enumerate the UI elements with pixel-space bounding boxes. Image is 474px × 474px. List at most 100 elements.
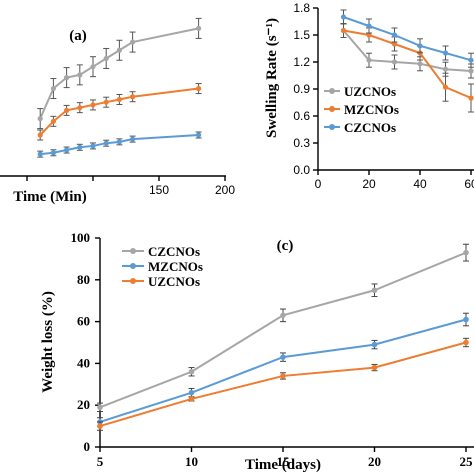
panel-b-legend-label: CZCNOs	[344, 120, 396, 135]
panel-b-data-point	[340, 14, 347, 20]
panel-a-data-point	[196, 85, 202, 92]
panel-a-data-point	[103, 99, 109, 105]
panel-a-x-axis-label: Time (Min)	[13, 189, 86, 205]
panel-b-data-point	[442, 50, 449, 56]
panel-c-y-axis-label: Weight loss (%)	[40, 291, 56, 393]
panel-b-x-tick-label: 20	[362, 177, 376, 191]
panel-b-data-point	[340, 27, 347, 34]
panel-b-series-line	[343, 29, 472, 99]
panel-b-legend-marker	[329, 106, 335, 112]
panel-b-y-tick-label: 1.8	[293, 1, 310, 15]
panel-c-legend-label: CZCNOs	[148, 244, 200, 259]
panel-b-series-line	[342, 29, 472, 72]
panel-b-legend-label: UZCNOs	[344, 84, 396, 99]
panel-a-data-point	[90, 64, 96, 70]
panel-c-y-tick-label: 20	[77, 397, 90, 412]
panel-b-x-tick-label: 40	[413, 177, 427, 191]
panel-c-data-point	[97, 404, 103, 411]
panel-b-legend-marker	[329, 124, 335, 130]
panel-c-x-tick-label: 5	[97, 454, 104, 469]
panel-c-data-point	[188, 396, 195, 402]
panel-a-data-point	[64, 147, 70, 153]
panel-c-x-tick-label: 25	[460, 454, 474, 469]
panel-a-data-point	[77, 105, 83, 111]
panel-c-data-point	[371, 341, 378, 348]
panel-b-y-tick-label: 0.6	[293, 109, 310, 123]
panel-b-data-point	[366, 57, 372, 63]
panel-b-data-point	[391, 41, 398, 47]
panel-b-data-point	[442, 84, 449, 90]
panel-b-data-point	[366, 23, 372, 29]
panel-c-legend-marker	[130, 278, 136, 284]
panel-c-y-tick-label: 80	[77, 272, 90, 287]
panel-b-y-tick-label: 1.5	[293, 28, 310, 42]
panel-a-data-point	[90, 102, 96, 108]
panel-c-data-point	[188, 389, 195, 396]
panel-a-data-point	[196, 25, 202, 31]
panel-b-x-tick-label: 60	[464, 177, 474, 191]
panel-c-legend-label: MZCNOs	[148, 259, 203, 274]
panel-a-data-point	[130, 136, 136, 142]
panel-c-series-line	[99, 318, 467, 423]
panel-a-data-point	[130, 39, 136, 45]
panel-a-data-point	[116, 96, 122, 103]
panel-c-data-point	[188, 368, 195, 375]
panel-a-data-point	[37, 151, 43, 157]
panel-b-data-point	[417, 61, 423, 67]
panel-b-y-tick-label: 1.2	[293, 55, 310, 69]
panel-b-data-point	[366, 32, 372, 38]
panel-a-label: (a)	[69, 28, 87, 44]
panel-b-y-tick-label: 0.0	[293, 163, 310, 177]
panel-c-legend-marker	[130, 248, 136, 254]
panel-a-data-point	[116, 47, 122, 53]
panel-a-data-point	[64, 107, 70, 113]
panel-a-data-point	[50, 118, 57, 124]
panel-a-data-point	[116, 139, 122, 145]
panel-c-data-point	[463, 339, 469, 346]
panel-a-data-point	[77, 144, 83, 150]
panel-b-data-point	[417, 43, 423, 49]
panel-a-data-point	[90, 143, 96, 149]
panel-c-data-point	[97, 423, 103, 429]
panel-a-data-point	[50, 150, 57, 156]
panel-a-data-point	[37, 116, 43, 122]
panel-b-data-point	[442, 66, 449, 72]
panel-c-data-point	[463, 316, 469, 323]
panel-c-data-point	[371, 287, 378, 294]
panel-c-legend-label: UZCNOs	[148, 274, 200, 289]
panel-b-legend-label: MZCNOs	[344, 102, 399, 117]
panel-a-x-tick-label: 200	[215, 183, 235, 197]
panel-b-data-point	[468, 68, 474, 74]
panel-a-data-point	[77, 72, 83, 78]
panel-c-y-tick-label: 60	[77, 314, 90, 329]
panel-c-y-tick-label: 100	[71, 230, 91, 245]
panel-a-data-point	[64, 75, 70, 81]
panel-c-x-tick-label: 10	[185, 454, 198, 469]
panel-c-x-axis-label: Time (days)	[245, 457, 321, 473]
panel-b-series-line	[343, 16, 472, 62]
panel-b-y-axis-label: Swelling Rate (s⁻¹)	[264, 18, 280, 138]
panel-c-data-point	[280, 373, 286, 379]
panel-b-data-point	[468, 95, 474, 101]
panel-c-x-tick-label: 15	[277, 454, 291, 469]
panel-a-data-point	[50, 85, 57, 92]
panel-b-data-point	[391, 59, 398, 65]
panel-c-legend-marker	[130, 263, 136, 269]
panel-a-x-tick-label: 150	[149, 183, 169, 197]
panel-c-data-point	[280, 354, 286, 360]
panel-a-data-point	[103, 55, 109, 62]
panel-b-data-point	[468, 57, 474, 63]
panel-c-data-point	[280, 312, 286, 319]
panel-b-y-tick-label: 0.3	[293, 136, 310, 150]
panel-c-data-point	[371, 364, 378, 371]
panel-c-y-tick-label: 0	[84, 439, 91, 454]
panel-c-label: (c)	[277, 238, 294, 254]
panel-a-data-point	[196, 132, 202, 138]
panel-a-data-point	[130, 94, 136, 100]
panel-b-y-tick-label: 0.9	[293, 82, 310, 96]
panel-a-data-point	[103, 140, 109, 146]
panel-b-x-tick-label: 0	[315, 177, 322, 191]
panel-b-legend-marker	[329, 88, 335, 94]
panel-c-x-tick-label: 20	[368, 454, 381, 469]
